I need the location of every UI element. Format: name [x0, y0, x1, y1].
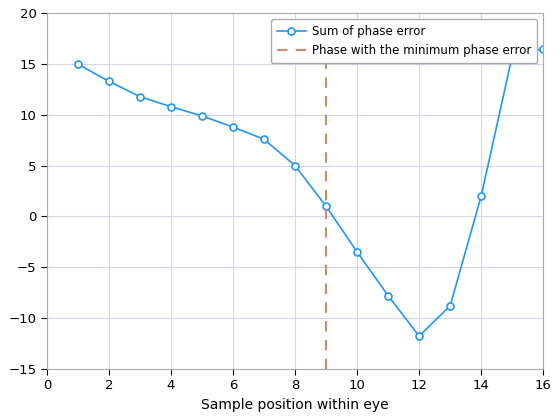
Sum of phase error: [478, 194, 484, 199]
Sum of phase error: [385, 293, 391, 298]
Sum of phase error: [540, 46, 547, 51]
Sum of phase error: [260, 137, 267, 142]
X-axis label: Sample position within eye: Sample position within eye: [201, 398, 389, 412]
Sum of phase error: [105, 79, 112, 84]
Sum of phase error: [447, 303, 454, 308]
Legend: Sum of phase error, Phase with the minimum phase error: Sum of phase error, Phase with the minim…: [270, 19, 538, 63]
Sum of phase error: [292, 163, 298, 168]
Phase with the minimum phase error: [323, 214, 329, 219]
Sum of phase error: [323, 204, 329, 209]
Line: Sum of phase error: Sum of phase error: [74, 45, 547, 340]
Sum of phase error: [167, 104, 174, 109]
Sum of phase error: [74, 62, 81, 67]
Sum of phase error: [199, 113, 206, 118]
Sum of phase error: [230, 124, 236, 129]
Phase with the minimum phase error: [323, 204, 329, 209]
Sum of phase error: [416, 333, 422, 339]
Sum of phase error: [354, 249, 361, 255]
Sum of phase error: [137, 94, 143, 99]
Sum of phase error: [509, 53, 516, 58]
